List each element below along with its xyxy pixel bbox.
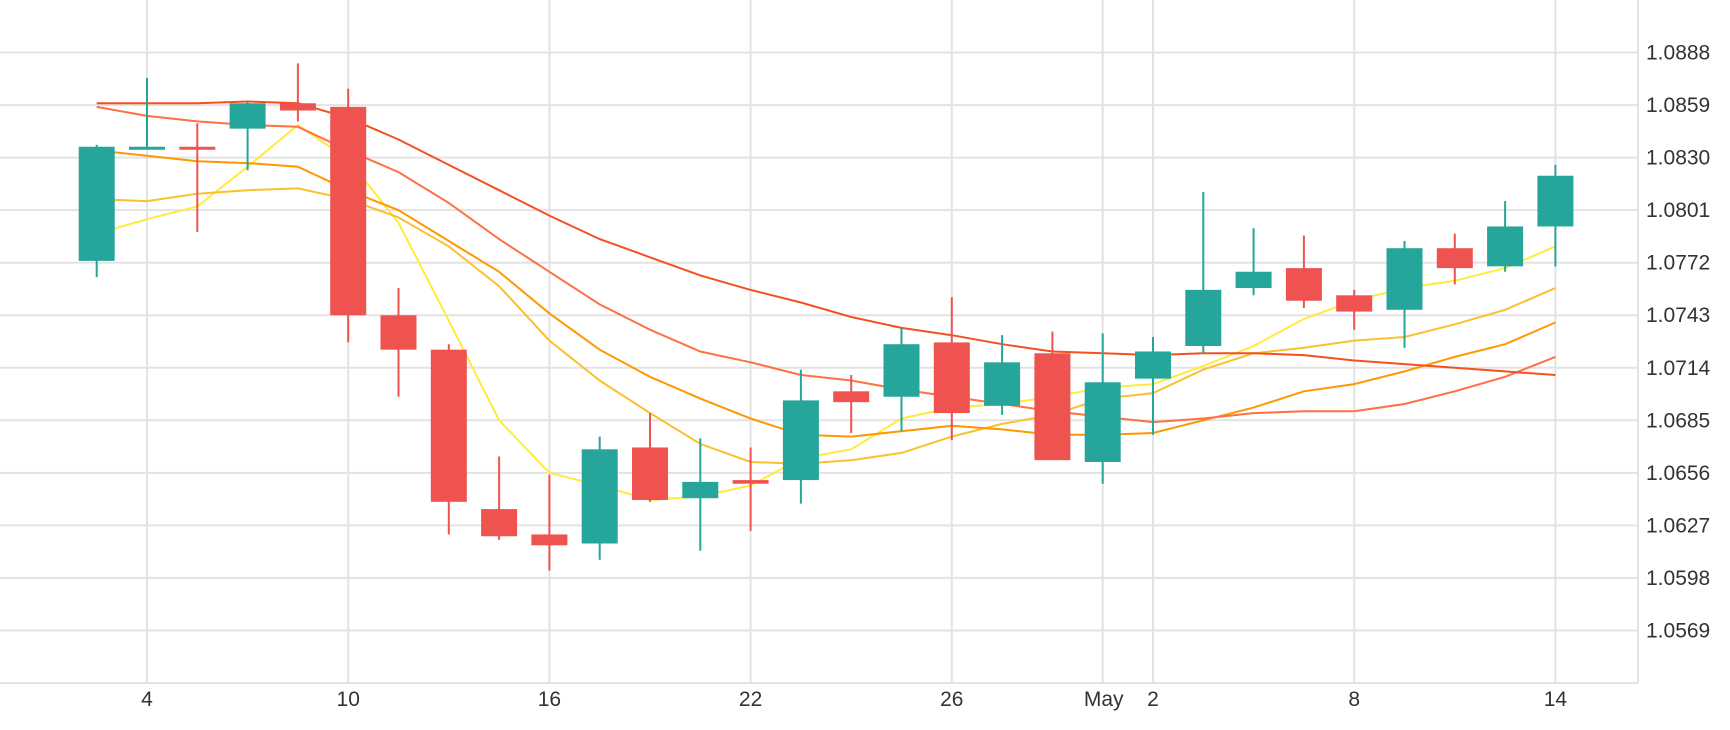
candle-body	[1537, 175, 1574, 227]
candle-body	[1084, 382, 1121, 462]
candle-bullish[interactable]	[581, 436, 618, 560]
axes: 1.0888 1.0859 1.0830 1.0801 1.0772 1.0743 1.07…	[0, 0, 1711, 711]
candle-body	[782, 400, 819, 481]
candle-body	[1436, 248, 1473, 269]
candle-body	[1285, 268, 1322, 301]
candle-body	[330, 106, 367, 316]
x-tick-label: 8	[1348, 688, 1360, 711]
candle-body	[581, 449, 618, 544]
y-tick-label: 1.0685	[1646, 409, 1710, 432]
candle-bearish[interactable]	[531, 474, 568, 571]
candle-body	[1185, 289, 1222, 347]
candle-body	[984, 362, 1021, 406]
candle-body	[531, 534, 568, 546]
candle-body	[1336, 295, 1373, 312]
candle-bullish[interactable]	[1135, 336, 1171, 435]
candle-body	[129, 146, 165, 150]
y-tick-label: 1.0714	[1646, 357, 1711, 380]
candle-bullish[interactable]	[78, 144, 115, 278]
candle-bearish[interactable]	[732, 447, 769, 531]
candle-bullish[interactable]	[1386, 240, 1423, 348]
candle-body	[933, 342, 970, 414]
candle-body	[430, 349, 467, 502]
candle-bullish[interactable]	[682, 438, 719, 551]
x-tick-label: May	[1084, 688, 1124, 711]
y-tick-label: 1.0830	[1646, 147, 1710, 170]
candle-body	[481, 509, 518, 537]
candle-bullish[interactable]	[1235, 228, 1272, 296]
candle-body	[632, 447, 668, 501]
candle-body	[732, 480, 769, 484]
candle-bearish[interactable]	[1034, 331, 1071, 461]
y-tick-label: 1.0743	[1646, 304, 1710, 327]
candle-bearish[interactable]	[430, 344, 467, 535]
candle-bearish[interactable]	[1436, 233, 1473, 285]
candle-body	[1034, 353, 1071, 461]
y-tick-label: 1.0859	[1646, 94, 1710, 117]
candles	[78, 63, 1574, 571]
candle-body	[883, 344, 920, 397]
candle-body	[1135, 351, 1171, 379]
candle-body	[833, 391, 870, 403]
moving-average-line-2	[96, 187, 1556, 465]
y-tick-label: 1.0598	[1646, 567, 1710, 590]
candle-bearish[interactable]	[179, 123, 216, 232]
candle-bullish[interactable]	[1185, 192, 1222, 354]
x-tick-label: 26	[940, 688, 963, 711]
candle-body	[682, 481, 719, 499]
x-tick-label: 4	[141, 688, 153, 711]
y-tick-label: 1.0569	[1646, 619, 1710, 642]
y-tick-label: 1.0627	[1646, 514, 1710, 537]
candle-bearish[interactable]	[632, 413, 668, 502]
moving-average-line-1	[96, 123, 1556, 502]
y-tick-label: 1.0888	[1646, 42, 1710, 65]
candle-bullish[interactable]	[883, 327, 920, 432]
candle-bearish[interactable]	[933, 297, 970, 441]
candle-bullish[interactable]	[129, 77, 165, 150]
candle-body	[1386, 248, 1423, 310]
candle-bearish[interactable]	[279, 63, 316, 122]
moving-average-line-3	[96, 149, 1556, 438]
candle-body	[78, 146, 115, 261]
candle-body	[1235, 271, 1272, 289]
candle-body	[229, 103, 266, 129]
y-tick-label: 1.0801	[1646, 199, 1710, 222]
y-tick-label: 1.0656	[1646, 462, 1710, 485]
x-tick-label: 14	[1544, 688, 1568, 711]
moving-average-line-4	[96, 105, 1556, 424]
candle-bearish[interactable]	[833, 375, 870, 433]
candle-bearish[interactable]	[1285, 235, 1322, 308]
x-tick-label: 2	[1147, 688, 1159, 711]
candle-bullish[interactable]	[229, 101, 266, 171]
candle-body	[380, 315, 417, 350]
candle-bearish[interactable]	[1336, 289, 1373, 330]
x-tick-label: 16	[538, 688, 561, 711]
candle-bullish[interactable]	[1537, 164, 1574, 267]
candle-bullish[interactable]	[782, 369, 819, 504]
candle-body	[179, 146, 216, 150]
y-tick-label: 1.0772	[1646, 252, 1710, 275]
x-tick-label: 22	[739, 688, 762, 711]
candle-bearish[interactable]	[380, 288, 417, 397]
candle-body	[1487, 226, 1524, 267]
candle-bearish[interactable]	[481, 456, 518, 540]
candle-body	[279, 103, 316, 111]
candle-bullish[interactable]	[1487, 201, 1524, 272]
candle-bullish[interactable]	[1084, 333, 1121, 484]
moving-average-line-5	[96, 100, 1556, 376]
candle-bearish[interactable]	[330, 88, 367, 343]
candle-bullish[interactable]	[984, 335, 1021, 415]
x-tick-label: 10	[337, 688, 360, 711]
